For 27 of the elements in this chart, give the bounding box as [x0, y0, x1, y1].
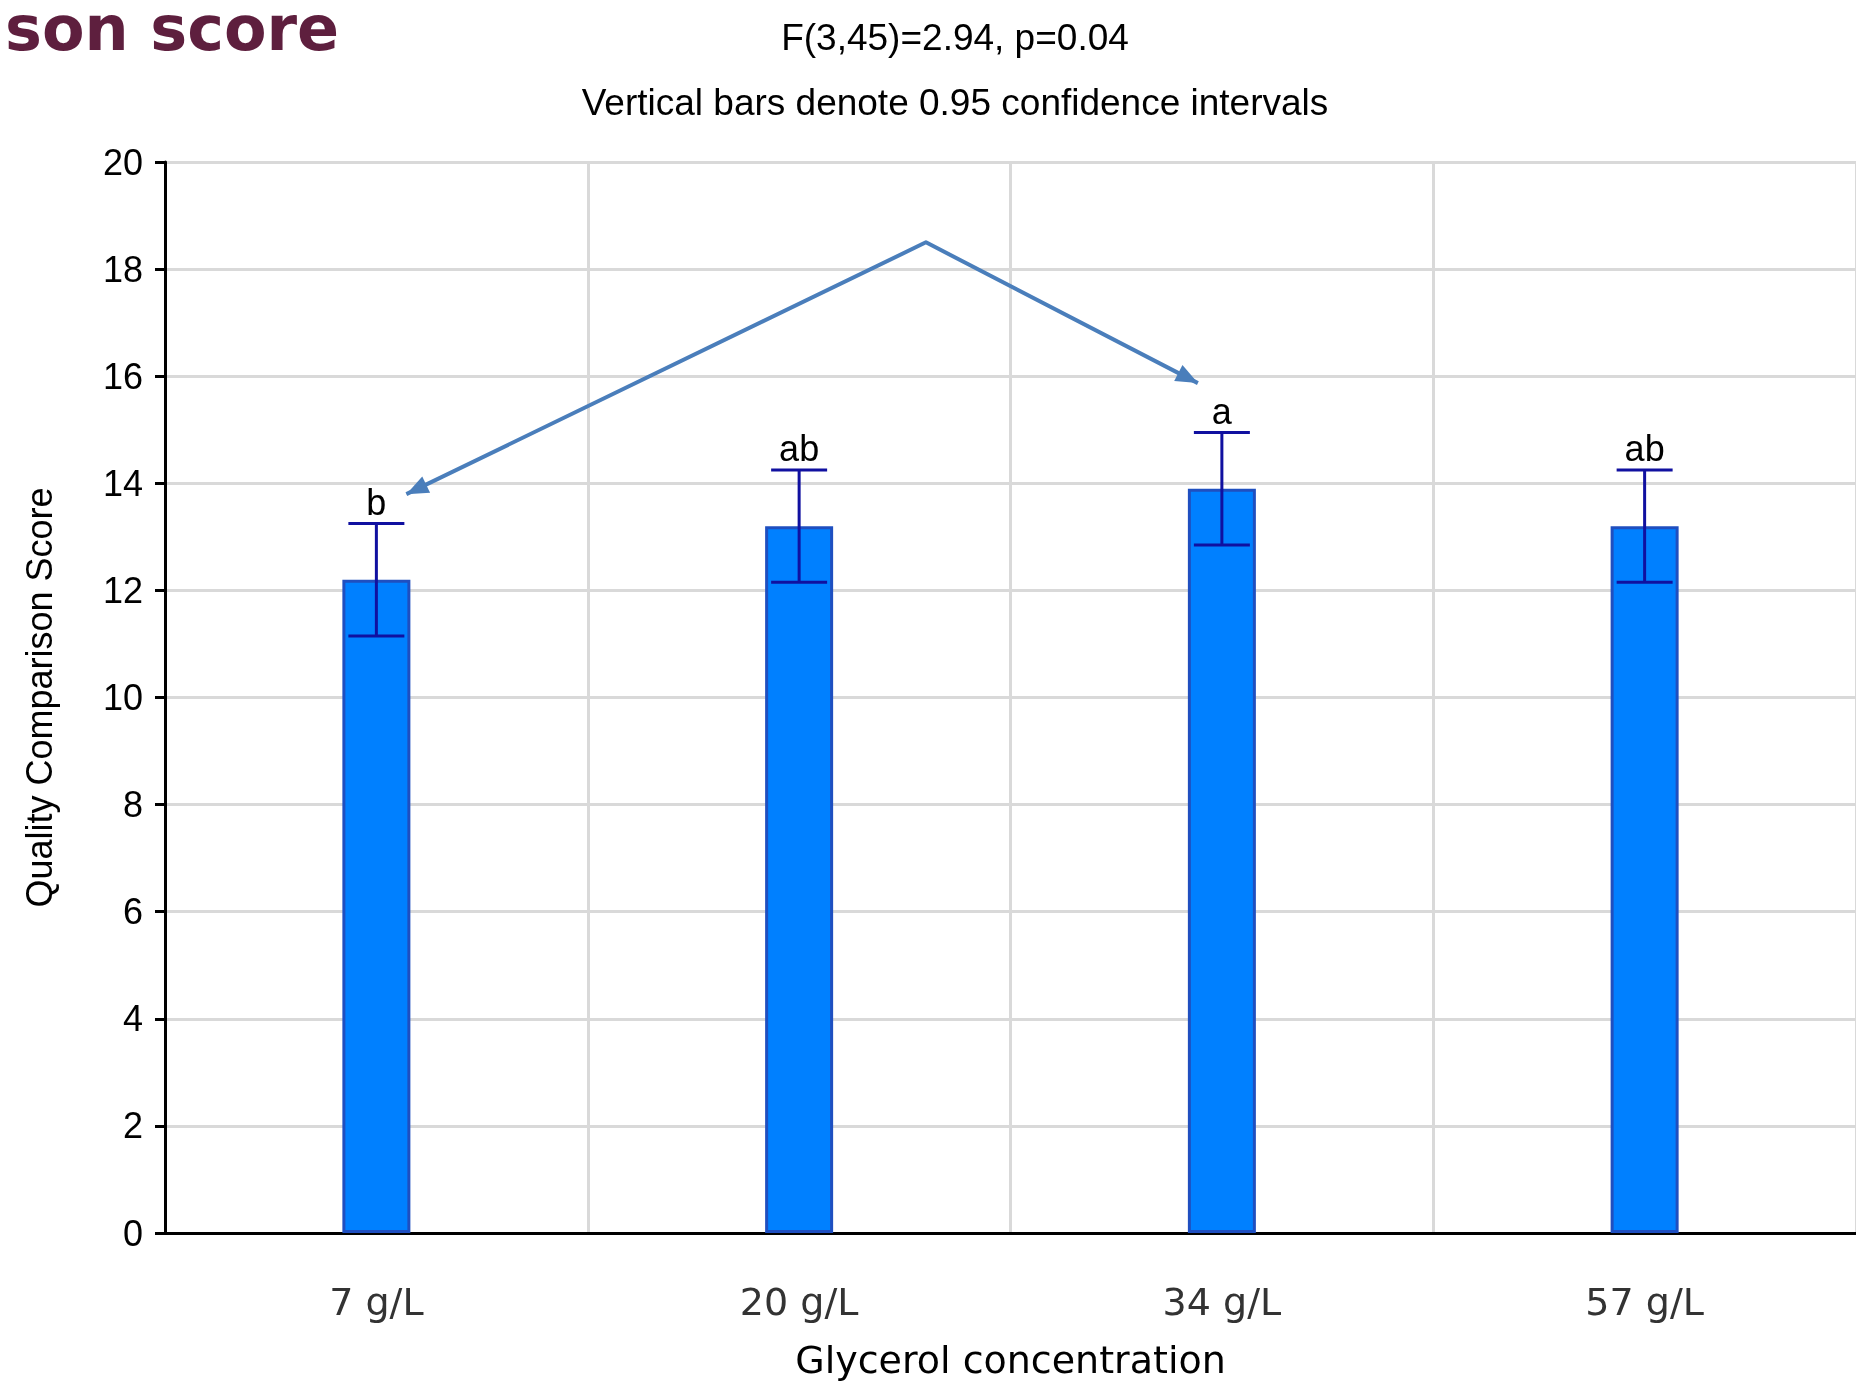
x-tick-label: 34 g/L: [1162, 1280, 1282, 1324]
x-tick-label: 57 g/L: [1585, 1280, 1704, 1324]
bar: [1187, 488, 1256, 1233]
y-tick-label: 2: [122, 1105, 143, 1147]
bar: [342, 579, 411, 1233]
y-tick-label: 18: [102, 248, 143, 290]
x-tick-label: 7 g/L: [329, 1280, 424, 1324]
y-tick-label: 10: [102, 677, 143, 718]
annotation: ab: [1624, 428, 1665, 470]
y-tick-label: 12: [102, 569, 143, 611]
chart-subtitle: F(3,45)=2.94, p=0.04 Vertical bars denote 0.95 confidence intervals: [581, 17, 1329, 123]
x-axis-title: Glycerol concentration: [795, 1338, 1226, 1382]
annotation: a: [1211, 390, 1233, 432]
annotation: b: [366, 481, 387, 523]
y-tick-label: 6: [122, 891, 143, 933]
y-tick-label: 0: [122, 1212, 143, 1254]
y-tick-label: 4: [122, 998, 143, 1040]
y-tick-label: 14: [102, 462, 143, 504]
y-tick-label: 16: [102, 355, 143, 397]
chart-title: son score: [5, 0, 340, 65]
bar: [1610, 526, 1679, 1233]
annotation: ab: [779, 428, 820, 470]
y-axis-title: Quality Comparison Score: [18, 487, 60, 908]
bar: [765, 526, 834, 1233]
y-tick-label: 20: [102, 141, 143, 183]
y-tick-label: 8: [122, 784, 143, 826]
x-tick-label: 20 g/L: [739, 1280, 859, 1324]
